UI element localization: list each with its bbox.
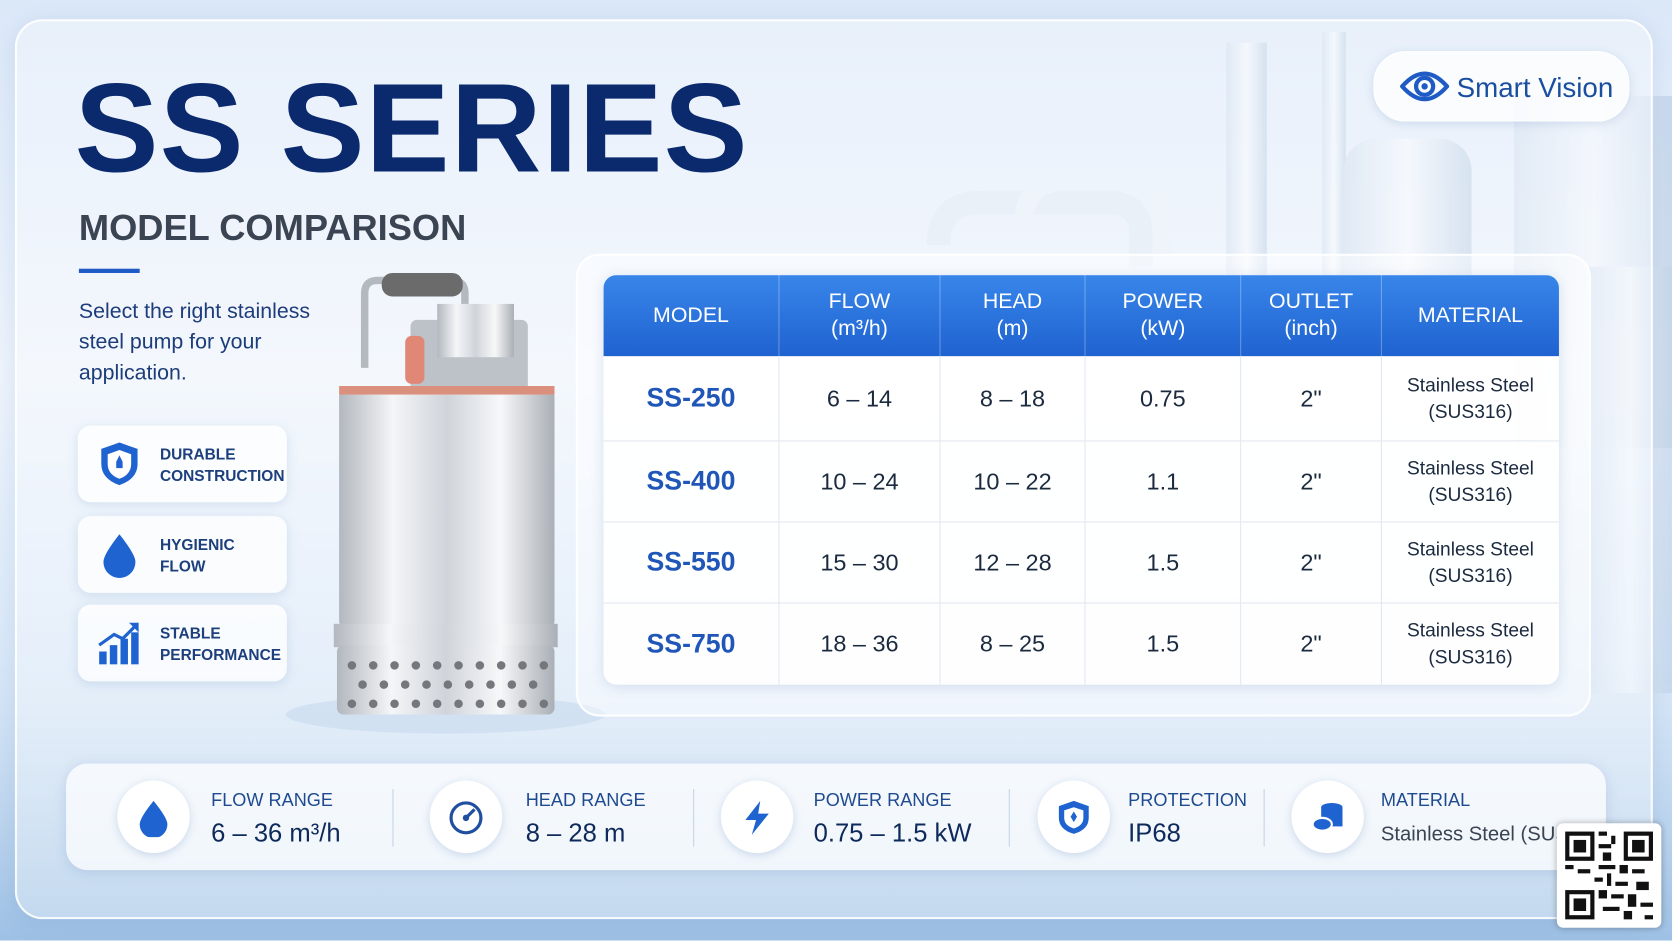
stat-label: FLOW RANGE bbox=[211, 790, 334, 811]
table-cell: 1.5 bbox=[1086, 603, 1242, 685]
table-cell: Stainless Steel (SUS316) bbox=[1381, 356, 1559, 442]
feature-text: STABLE PERFORMANCE bbox=[160, 624, 281, 667]
table-cell: Stainless Steel (SUS316) bbox=[1381, 523, 1559, 604]
table-cell: 1.1 bbox=[1085, 441, 1242, 523]
column-name: OUTLET bbox=[1268, 290, 1354, 314]
stat-label: HEAD RANGE bbox=[525, 790, 646, 811]
feature-card: DURABLE CONSTRUCTION bbox=[77, 425, 287, 503]
icon bbox=[139, 800, 168, 838]
table-cell: 8 – 25 bbox=[941, 603, 1086, 685]
brand-name: Smart Vision bbox=[1456, 71, 1614, 104]
table-cell: 1.5 bbox=[1085, 522, 1242, 604]
stat-value: Stainless Steel (SUS316) bbox=[1380, 823, 1610, 846]
stat-icon bbox=[1037, 780, 1111, 854]
column-name: MATERIAL bbox=[1417, 303, 1524, 327]
stat-label: MATERIAL bbox=[1380, 790, 1471, 811]
table-cell: 0.75 bbox=[1085, 356, 1242, 442]
stat-value: 0.75 – 1.5 kW bbox=[813, 818, 972, 848]
icon bbox=[1058, 800, 1089, 834]
table-cell: 18 – 36 bbox=[779, 603, 941, 685]
stat-icon bbox=[117, 780, 190, 854]
column-header: POWER (kW) bbox=[1086, 275, 1242, 357]
stat-value: IP68 bbox=[1128, 818, 1181, 848]
brand-badge: Smart Vision bbox=[1373, 51, 1630, 122]
table-cell: 10 – 22 bbox=[940, 441, 1086, 523]
divider bbox=[1008, 789, 1010, 847]
table-cell: Stainless Steel (SUS316) bbox=[1406, 619, 1534, 668]
stat-icon bbox=[429, 780, 503, 854]
stat-icon bbox=[720, 780, 794, 854]
drop-icon bbox=[103, 534, 136, 578]
table-cell: 12 – 28 bbox=[940, 522, 1086, 604]
column-header: MATERIAL bbox=[1382, 275, 1559, 356]
chart-icon bbox=[98, 622, 139, 665]
feature-line: FLOW bbox=[159, 558, 206, 576]
feature-line: DURABLE bbox=[159, 446, 236, 464]
column-name: MODEL bbox=[653, 303, 729, 327]
column-unit: (inch) bbox=[1284, 316, 1338, 341]
column-name: HEAD bbox=[982, 290, 1043, 314]
subtitle: MODEL COMPARISON bbox=[78, 207, 467, 249]
table-cell: 6 – 14 bbox=[779, 356, 941, 442]
title: SS SERIES bbox=[74, 58, 749, 200]
feature-line: PERFORMANCE bbox=[159, 647, 282, 665]
stat-value: 6 – 36 m³/h bbox=[211, 818, 341, 848]
feature-text: HYGIENIC FLOW bbox=[160, 535, 235, 578]
description: Select the right stainless steel pump fo… bbox=[78, 299, 311, 385]
qr-pattern bbox=[1565, 831, 1653, 920]
qr-code[interactable] bbox=[1556, 823, 1662, 928]
feature-line: HYGIENIC bbox=[159, 537, 235, 555]
table-cell: 15 – 30 bbox=[779, 522, 941, 604]
model-cell: SS-550 bbox=[603, 522, 780, 604]
column-unit: (m³/h) bbox=[831, 316, 888, 341]
column-header: FLOW (m³/h) bbox=[779, 275, 941, 357]
divider bbox=[693, 789, 695, 847]
table-cell: 2" bbox=[1241, 441, 1382, 523]
column-header: HEAD (m) bbox=[941, 275, 1086, 357]
stat-label: PROTECTION bbox=[1128, 790, 1248, 811]
column-header: MODEL bbox=[604, 275, 780, 357]
icon bbox=[745, 800, 769, 835]
column-unit: (kW) bbox=[1140, 316, 1186, 341]
feature-card: HYGIENIC FLOW bbox=[77, 516, 287, 593]
model-cell: SS-250 bbox=[603, 356, 780, 442]
icon bbox=[449, 801, 483, 835]
table-cell: 2" bbox=[1241, 603, 1382, 685]
column-name: POWER bbox=[1122, 290, 1204, 314]
table-cell: 2" bbox=[1241, 356, 1382, 442]
comparison-table: MODEL FLOW (m³/h) HEAD (m) POWER (kW) OUTLET (in… bbox=[603, 275, 1559, 685]
eye-icon bbox=[1400, 71, 1450, 102]
column-name: FLOW bbox=[828, 290, 891, 314]
stat-label: POWER RANGE bbox=[813, 790, 952, 811]
divider bbox=[1263, 789, 1265, 847]
table-cell: 10 – 24 bbox=[779, 441, 941, 523]
feature-card: STABLE PERFORMANCE bbox=[77, 604, 287, 682]
accent-rule bbox=[78, 268, 140, 273]
table-header bbox=[603, 275, 1559, 357]
feature-line: STABLE bbox=[159, 625, 221, 643]
table-cell: 2" bbox=[1241, 522, 1382, 604]
model-cell: SS-750 bbox=[604, 603, 780, 685]
feature-line: CONSTRUCTION bbox=[159, 468, 285, 486]
shield-icon bbox=[101, 442, 138, 486]
model-cell: SS-400 bbox=[603, 441, 780, 523]
stat-icon bbox=[1291, 780, 1364, 854]
column-header: OUTLET (inch) bbox=[1241, 275, 1382, 357]
divider bbox=[392, 789, 394, 847]
stat-value: 8 – 28 m bbox=[525, 818, 626, 848]
table-cell: 8 – 18 bbox=[940, 356, 1086, 442]
column-unit: (m) bbox=[996, 316, 1029, 341]
stats-bar bbox=[66, 763, 1606, 871]
table-cell: Stainless Steel (SUS316) bbox=[1381, 441, 1559, 523]
feature-text: DURABLE CONSTRUCTION bbox=[160, 445, 285, 488]
icon bbox=[1311, 802, 1343, 832]
